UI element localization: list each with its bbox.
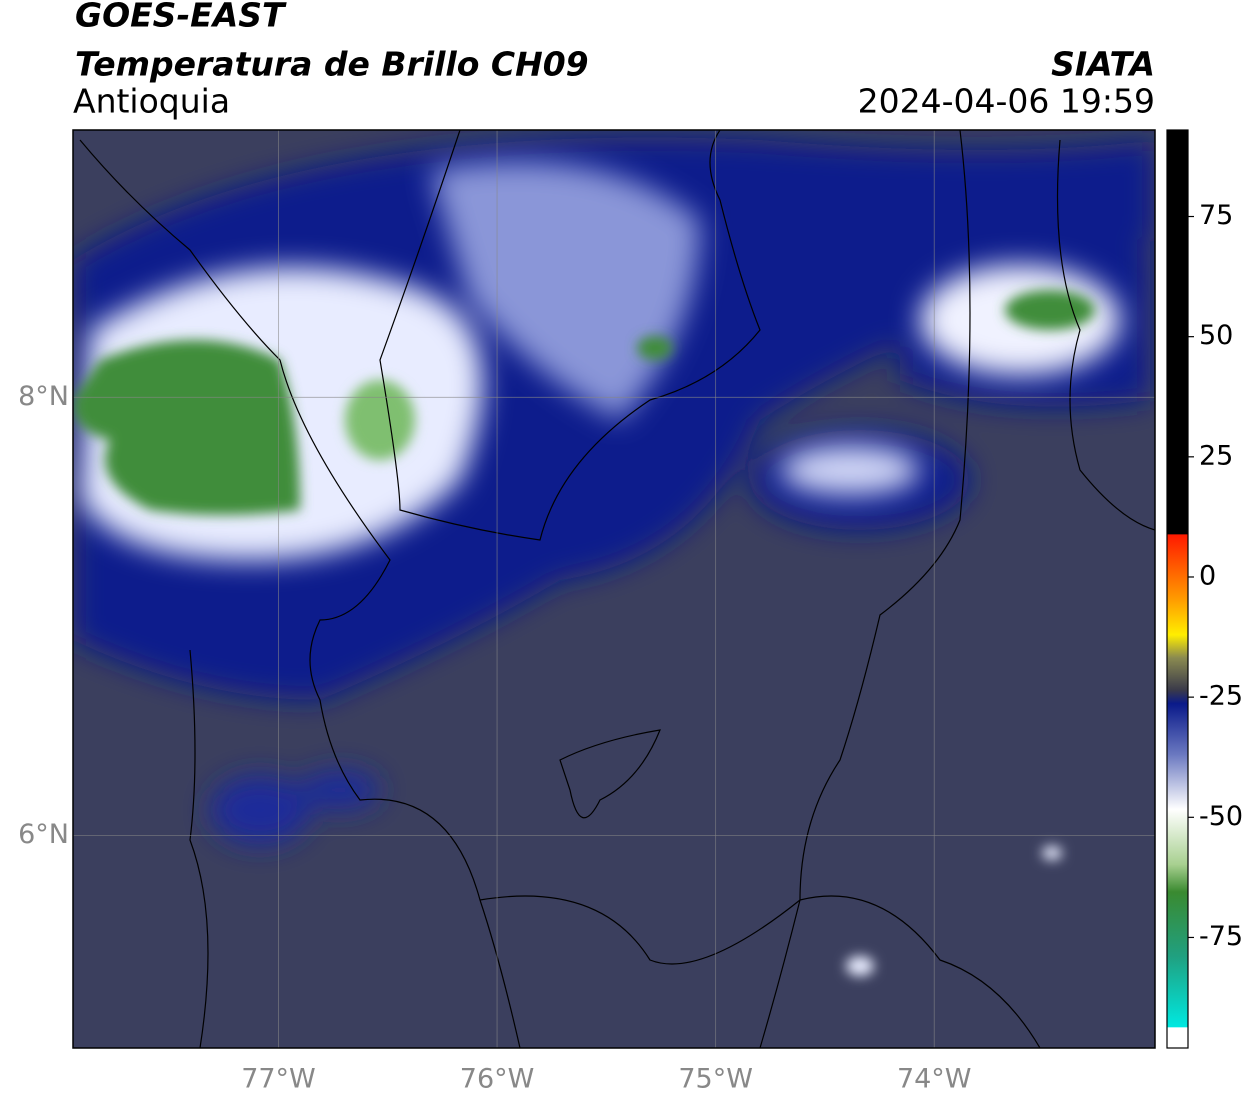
lon-tick-label: 77°W [241,1064,316,1095]
colorbar-tick-label: -25 [1199,681,1243,712]
lon-tick-label: 75°W [678,1064,753,1095]
graticule [73,130,1155,1048]
colorbar-tick-label: -50 [1199,801,1243,832]
source-label: SIATA [1051,45,1155,84]
product-title: Temperatura de Brillo CH09 [75,45,589,84]
map-frame [72,129,1156,1049]
region-label: Antioquia [73,82,230,121]
colorbar-tick-label: -75 [1199,921,1243,952]
satellite-title: GOES-EAST [75,0,287,35]
lat-tick-label: 8°N [18,381,69,412]
satellite-image [73,130,1155,1048]
lat-tick-label: 6°N [18,819,69,850]
colorbar-tick-label: 25 [1199,440,1233,471]
colorbar-tick-label: 50 [1199,320,1233,351]
colorbar [1166,129,1189,1049]
colorbar-tick-label: 75 [1199,200,1233,231]
datetime-label: 2024-04-06 19:59 [858,82,1155,121]
colorbar-tick-label: 0 [1199,560,1216,591]
lon-tick-label: 74°W [897,1064,972,1095]
lon-tick-label: 76°W [460,1064,535,1095]
